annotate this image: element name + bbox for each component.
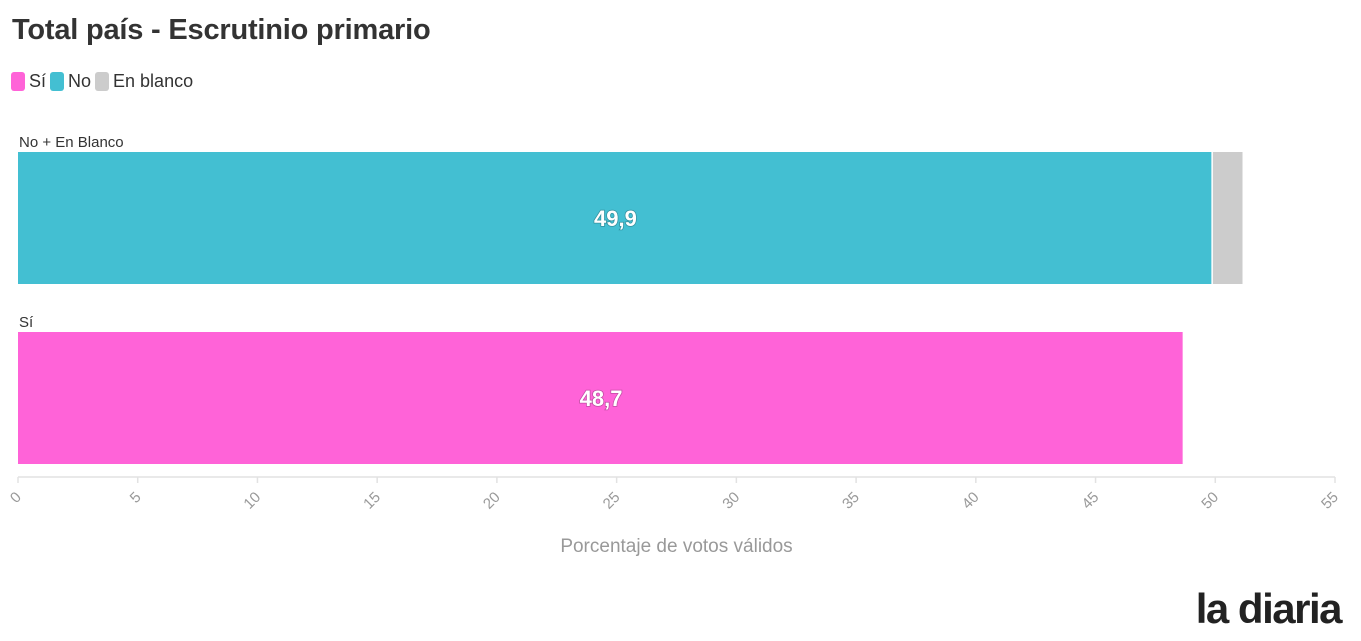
x-tick-label-35: 35 xyxy=(839,489,863,513)
x-axis-title: Porcentaje de votos válidos xyxy=(560,536,792,557)
bar-s-series-0[interactable] xyxy=(18,332,1183,464)
bar-no-en-blanco-series-1[interactable] xyxy=(18,152,1212,284)
category-label-no-en-blanco: No + En Blanco xyxy=(19,134,124,151)
chart-title: Total país - Escrutinio primario xyxy=(12,14,431,46)
category-label-s: Sí xyxy=(19,314,34,331)
x-tick-label-25: 25 xyxy=(600,489,624,513)
legend-label-en-blanco: En blanco xyxy=(113,71,194,91)
x-tick-label-20: 20 xyxy=(480,489,504,513)
x-tick-label-0: 0 xyxy=(7,489,25,507)
bar-no-en-blanco-series-2[interactable] xyxy=(1212,152,1243,284)
legend-label-no: No xyxy=(68,71,92,91)
legend-swatch-no xyxy=(50,72,65,91)
legend-item-en-blanco[interactable]: En blanco xyxy=(95,71,193,92)
x-tick-label-5: 5 xyxy=(127,489,145,507)
x-tick-label-30: 30 xyxy=(719,489,743,513)
data-label-no-en-blanco: 49,9 xyxy=(594,206,637,231)
x-tick-label-10: 10 xyxy=(240,489,264,513)
data-label-s: 48,7 xyxy=(580,386,623,411)
legend-item-si[interactable]: Sí xyxy=(11,71,46,92)
x-tick-label-40: 40 xyxy=(959,489,983,513)
legend: Sí No En blanco xyxy=(11,71,197,92)
legend-item-no[interactable]: No xyxy=(50,71,91,92)
x-tick-label-45: 45 xyxy=(1079,489,1103,513)
brand-logo: la diaria xyxy=(1195,585,1343,632)
x-tick-label-55: 55 xyxy=(1318,489,1342,513)
x-tick-label-15: 15 xyxy=(360,489,384,513)
x-tick-label-50: 50 xyxy=(1198,489,1222,513)
legend-label-si: Sí xyxy=(29,71,47,91)
legend-swatch-en-blanco xyxy=(95,72,110,91)
legend-swatch-si xyxy=(11,72,25,91)
